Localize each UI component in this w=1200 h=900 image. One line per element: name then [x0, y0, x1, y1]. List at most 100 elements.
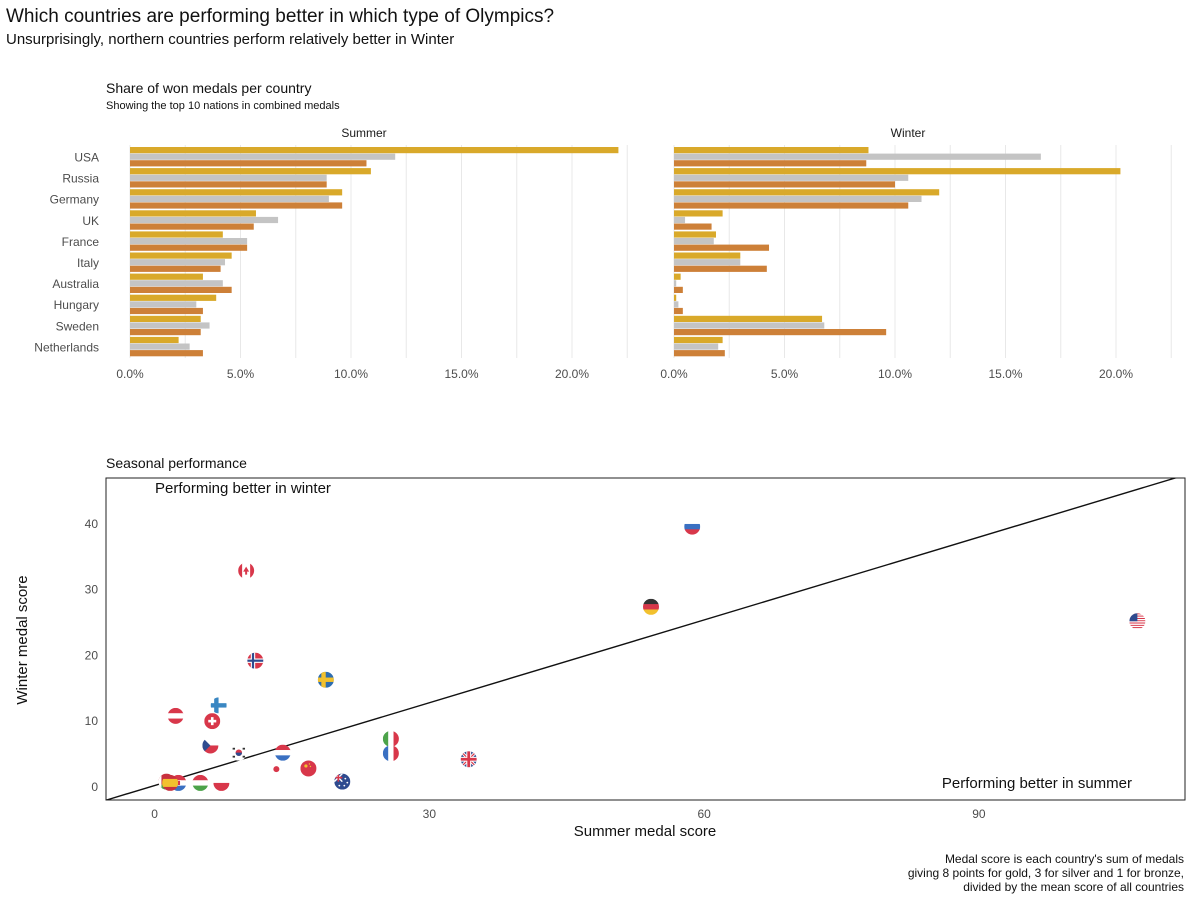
y-tick-label: 40 — [85, 517, 99, 531]
category-label: Australia — [52, 277, 99, 291]
x-axis-label: Summer medal score — [574, 823, 717, 840]
bar-bronze — [130, 181, 327, 188]
bar-gold — [130, 147, 619, 154]
netherlands-flag: Netherlands — [274, 744, 291, 761]
bar-bronze — [674, 223, 712, 230]
bar-gold — [130, 252, 232, 259]
x-tick-label: 15.0% — [988, 367, 1022, 381]
bar-bronze — [130, 286, 232, 293]
russia-flag: Russia — [684, 518, 701, 535]
category-label: UK — [82, 214, 99, 228]
bar-bronze — [130, 307, 203, 315]
scatter-plot: 0 30 60 90 0 10 20 30 40 Summer medal score Winter… — [14, 477, 1186, 840]
bar-panel-subtitle: Showing the top 10 nations in combined m… — [106, 100, 340, 112]
bar-silver — [674, 280, 677, 287]
x-tick-label: 5.0% — [227, 367, 255, 381]
x-tick-label: 30 — [423, 807, 437, 821]
x-tick-label: 60 — [697, 807, 711, 821]
bar-silver — [130, 259, 226, 266]
bar-silver — [130, 238, 248, 245]
category-label: Germany — [50, 193, 99, 207]
main-subtitle: Unsurprisingly, northern countries perfo… — [6, 31, 455, 48]
y-tick-label: 10 — [85, 714, 99, 728]
bar-bronze — [130, 160, 367, 167]
bar-bronze — [674, 265, 767, 272]
bar-silver — [130, 280, 223, 287]
hungary-flag: Hungary — [192, 774, 209, 791]
france-flag: France — [382, 745, 399, 762]
germany-flag: Germany — [642, 598, 659, 615]
bar-bronze — [130, 202, 343, 209]
bar-gold — [130, 231, 223, 238]
bar-gold — [674, 147, 869, 154]
bar-bronze — [674, 202, 909, 209]
scatter-frame — [105, 477, 1186, 801]
x-tick-label: 10.0% — [878, 367, 912, 381]
bar-silver — [674, 153, 1041, 160]
x-tick-label: 90 — [972, 807, 986, 821]
bar-silver — [674, 301, 679, 308]
bar-bronze — [130, 350, 203, 357]
finland-flag: Finland — [210, 697, 227, 714]
caption: Medal score is each country's sum of med… — [764, 852, 1184, 894]
category-label: USA — [74, 151, 99, 165]
caption-line: divided by the mean score of all countri… — [963, 880, 1184, 894]
caption-line: Medal score is each country's sum of med… — [944, 852, 1184, 866]
bar-gold — [130, 273, 203, 280]
caption-line: giving 8 points for gold, 3 for silver a… — [907, 866, 1184, 880]
facet-label: Summer — [341, 126, 386, 140]
bar-panel-title: Share of won medals per country — [106, 80, 312, 96]
x-tick-label: 20.0% — [555, 367, 589, 381]
bar-bronze — [674, 350, 725, 357]
bar-silver — [674, 259, 741, 266]
x-tick-label: 20.0% — [1099, 367, 1133, 381]
bar-silver — [674, 195, 922, 202]
bar-silver — [130, 174, 327, 181]
bar-bronze — [674, 329, 887, 336]
x-tick-label: 10.0% — [334, 367, 368, 381]
x-tick-label: 0.0% — [116, 367, 144, 381]
bar-silver — [130, 153, 396, 160]
y-tick-label: 0 — [91, 780, 98, 794]
bar-gold — [674, 294, 677, 301]
bar-silver — [130, 216, 279, 224]
bar-silver — [130, 301, 197, 308]
bar-bronze — [130, 223, 254, 230]
y-tick-label: 20 — [85, 648, 99, 662]
reference-line — [106, 478, 1178, 800]
bar-silver — [130, 322, 210, 329]
category-label: Italy — [77, 256, 99, 270]
bar-facet-winter: Winter 0.0% 5.0% 10.0% 15.0% 20.0% — [660, 126, 1172, 381]
bar-gold — [674, 210, 723, 217]
australia-flag: Australia — [334, 773, 351, 790]
norway-flag: Norway — [247, 652, 264, 669]
bar-gold — [674, 336, 723, 344]
bar-bronze — [674, 244, 770, 251]
y-axis-label: Winter medal score — [14, 575, 31, 704]
bar-gold — [130, 189, 343, 196]
category-label: Russia — [62, 172, 99, 186]
bar-silver — [674, 174, 909, 181]
bar-bronze — [674, 307, 683, 315]
bar-gold — [130, 294, 217, 301]
bar-gold — [674, 273, 681, 280]
bar-bronze — [674, 181, 895, 188]
bar-gold — [674, 189, 940, 196]
italy-flag: Italy — [382, 730, 399, 747]
switzerland-flag: Switzerland — [204, 713, 221, 730]
bar-silver — [130, 195, 329, 202]
bar-bronze — [674, 286, 683, 293]
y-tick-label: 30 — [85, 583, 99, 597]
bar-silver — [674, 322, 825, 329]
x-tick-label: 0 — [151, 807, 158, 821]
bar-silver — [674, 216, 686, 224]
austria-flag: Austria — [167, 707, 184, 724]
main-title: Which countries are performing better in… — [6, 6, 555, 27]
china-flag: China — [300, 760, 317, 777]
japan-flag: Japan — [268, 761, 285, 778]
bar-silver — [674, 343, 719, 350]
category-label: Hungary — [54, 298, 99, 312]
facet-label: Winter — [891, 126, 926, 140]
bar-bronze — [130, 244, 248, 251]
